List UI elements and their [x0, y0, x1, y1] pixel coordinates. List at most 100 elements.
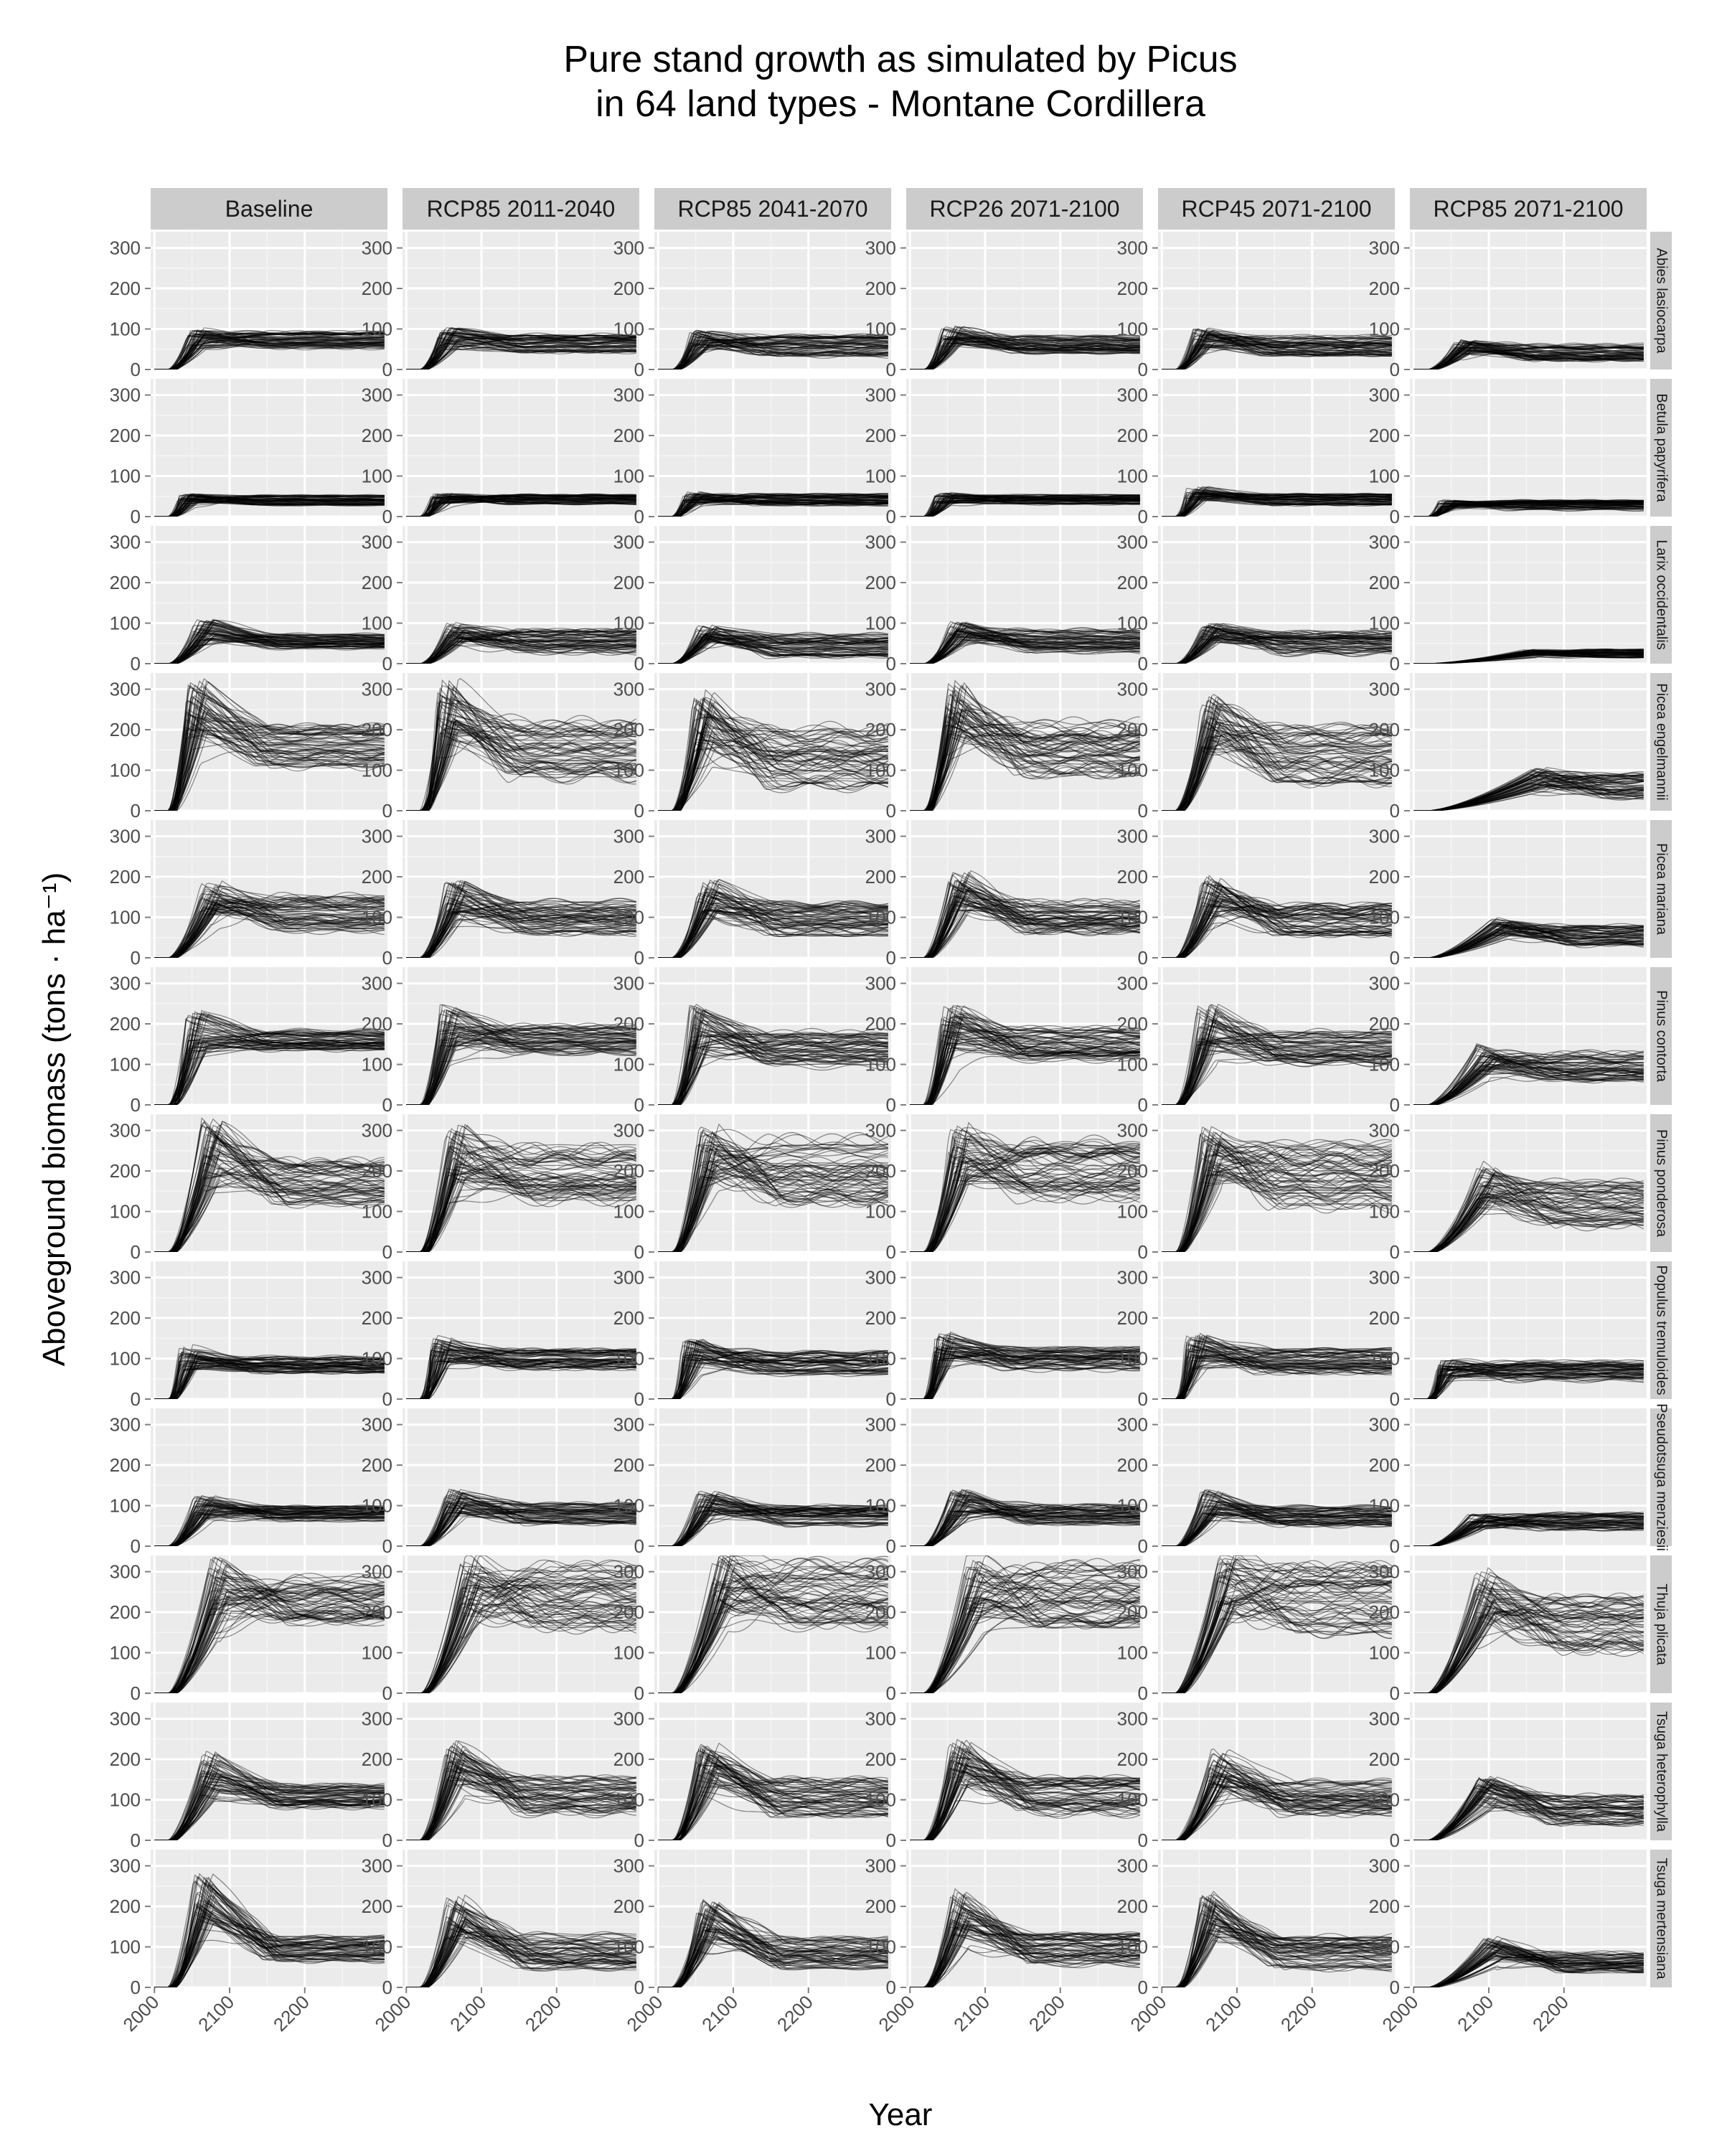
y-tick-label: 300: [1117, 237, 1148, 259]
y-tick-label: 100: [613, 1495, 644, 1517]
y-tick-label: 0: [886, 1388, 896, 1410]
y-tick-label: 300: [1369, 826, 1400, 847]
row-strip-label: Thuja plicata: [1654, 1583, 1670, 1665]
y-tick-label: 0: [382, 653, 392, 674]
y-tick-label: 0: [1390, 1094, 1400, 1116]
y-tick-label: 300: [865, 1414, 896, 1436]
y-tick-label: 0: [382, 800, 392, 822]
y-tick-label: 0: [1138, 1241, 1148, 1263]
y-tick-label: 0: [634, 947, 644, 969]
y-tick-label: 100: [1117, 907, 1148, 928]
column-strip-label: RCP85 2011-2040: [427, 196, 616, 222]
row-strip-label: Pinus contorta: [1654, 990, 1670, 1083]
y-tick-label: 200: [865, 278, 896, 299]
y-tick-label: 100: [1369, 1495, 1400, 1517]
y-tick-label: 300: [1117, 826, 1148, 847]
y-tick-label: 100: [1117, 1201, 1148, 1223]
y-tick-label: 200: [110, 1013, 141, 1035]
y-tick-label: 200: [865, 1454, 896, 1476]
y-tick-label: 100: [110, 907, 141, 928]
y-tick-label: 300: [613, 973, 644, 994]
y-tick-label: 0: [382, 1535, 392, 1557]
y-tick-label: 100: [865, 907, 896, 928]
y-tick-label: 100: [110, 1348, 141, 1370]
y-tick-label: 200: [110, 278, 141, 299]
y-tick-label: 0: [131, 506, 141, 527]
y-tick-label: 100: [865, 613, 896, 634]
y-tick-label: 300: [362, 385, 392, 406]
y-tick-label: 200: [865, 1013, 896, 1035]
y-tick-label: 300: [110, 1561, 141, 1583]
y-tick-label: 100: [1369, 319, 1400, 340]
y-tick-label: 300: [362, 1561, 392, 1583]
y-tick-label: 0: [1390, 359, 1400, 380]
y-tick-label: 0: [634, 506, 644, 527]
y-tick-label: 200: [110, 866, 141, 888]
y-tick-label: 100: [613, 1348, 644, 1370]
column-strip-label: Baseline: [225, 196, 314, 222]
y-tick-label: 100: [1117, 466, 1148, 487]
y-tick-label: 300: [1369, 973, 1400, 994]
y-tick-label: 0: [1390, 800, 1400, 822]
chart-title-line-2: in 64 land types - Montane Cordillera: [596, 83, 1205, 125]
y-tick-label: 100: [362, 1642, 392, 1664]
y-tick-label: 200: [362, 1454, 392, 1476]
y-tick-label: 200: [1117, 425, 1148, 446]
y-tick-label: 200: [362, 278, 392, 299]
row-strip-label: Pinus ponderosa: [1654, 1129, 1670, 1238]
y-tick-label: 100: [362, 1495, 392, 1517]
y-tick-label: 300: [865, 237, 896, 259]
y-tick-label: 300: [865, 1267, 896, 1289]
y-tick-label: 200: [1369, 278, 1400, 299]
y-tick-label: 300: [362, 1414, 392, 1436]
y-tick-label: 200: [865, 719, 896, 740]
y-tick-label: 200: [613, 572, 644, 593]
facet-panel: 0 100 200 300: [362, 1408, 639, 1557]
y-tick-label: 100: [362, 1054, 392, 1075]
y-tick-label: 200: [1369, 866, 1400, 888]
y-tick-label: 0: [131, 1535, 141, 1557]
y-tick-label: 100: [362, 1348, 392, 1370]
y-tick-label: 100: [110, 760, 141, 781]
y-tick-label: 0: [634, 1094, 644, 1116]
y-tick-label: 200: [1369, 572, 1400, 593]
y-tick-label: 0: [634, 1241, 644, 1263]
y-tick-label: 0: [886, 947, 896, 969]
y-tick-label: 100: [1117, 760, 1148, 781]
y-tick-label: 200: [1369, 1454, 1400, 1476]
y-tick-label: 200: [1117, 572, 1148, 593]
y-tick-label: 300: [865, 385, 896, 406]
y-tick-label: 200: [1369, 1013, 1400, 1035]
column-strip-label: RCP45 2071-2100: [1181, 196, 1371, 222]
column-strip-label: RCP85 2071-2100: [1433, 196, 1623, 222]
y-tick-label: 0: [886, 1535, 896, 1557]
y-tick-label: 200: [362, 572, 392, 593]
row-strip-label: Picea mariana: [1654, 843, 1670, 936]
y-tick-label: 100: [1369, 613, 1400, 634]
y-tick-label: 0: [1390, 506, 1400, 527]
y-tick-label: 200: [613, 1160, 644, 1182]
y-tick-label: 200: [1117, 866, 1148, 888]
y-tick-label: 0: [1390, 1535, 1400, 1557]
y-tick-label: 0: [634, 359, 644, 380]
y-tick-label: 300: [110, 679, 141, 700]
y-tick-label: 100: [865, 1054, 896, 1075]
y-tick-label: 100: [613, 907, 644, 928]
y-tick-label: 300: [613, 532, 644, 553]
